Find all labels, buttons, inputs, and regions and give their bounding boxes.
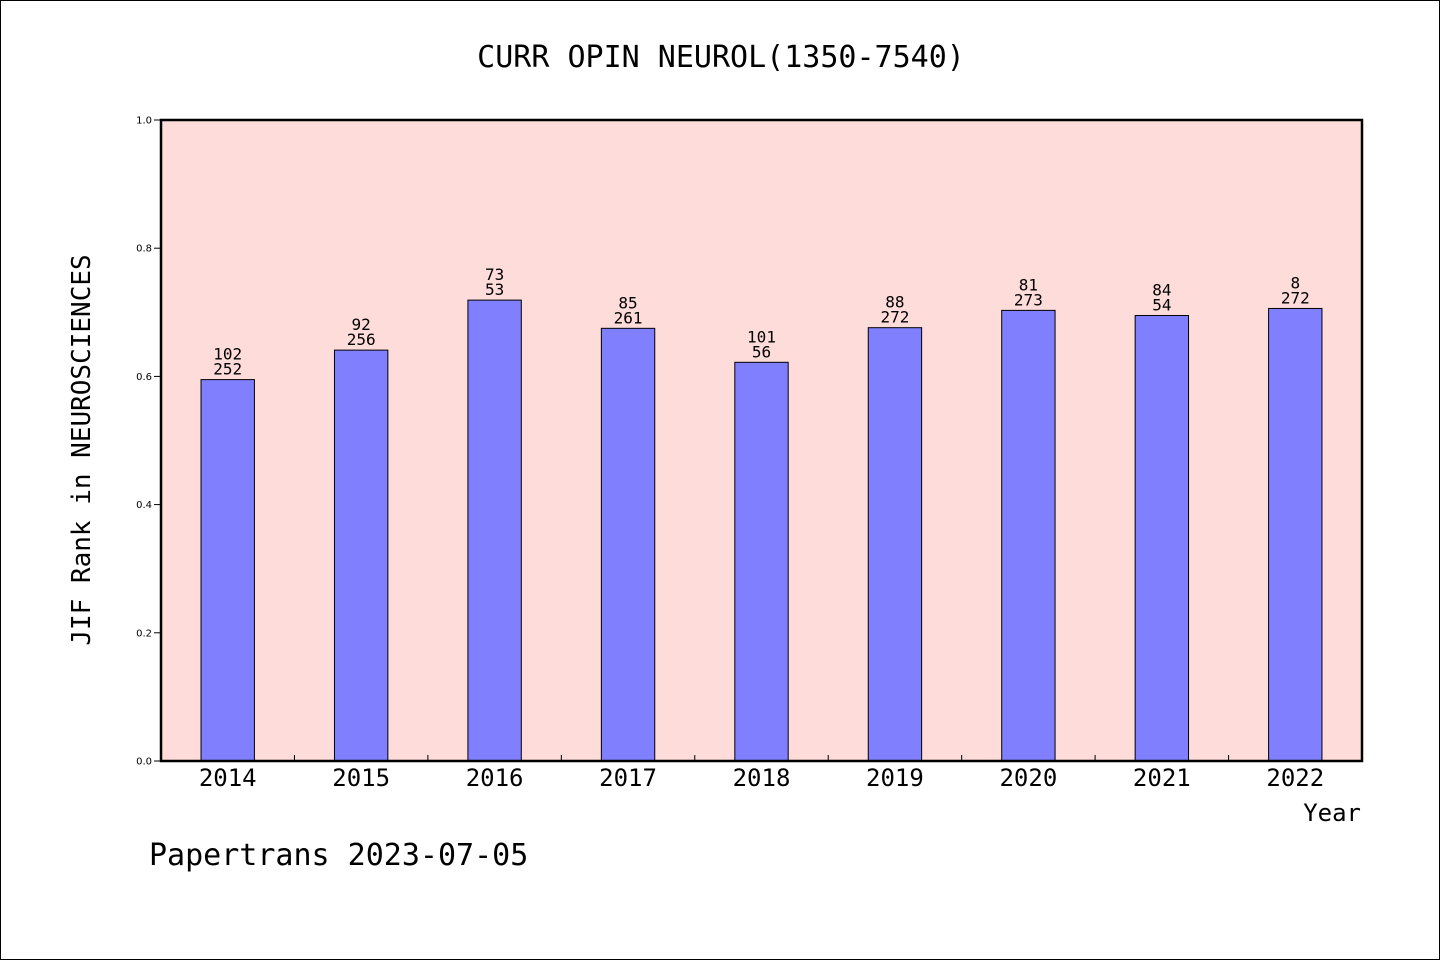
bar-label-total: 256 xyxy=(347,330,376,349)
bar xyxy=(467,299,522,762)
x-tick-label: 2018 xyxy=(733,764,791,792)
bar-label-rank: 85 xyxy=(618,293,637,312)
y-tick-label: 0.0 xyxy=(136,757,152,768)
bar-label-total: 261 xyxy=(614,308,643,327)
bar-label-total: 54 xyxy=(1152,296,1171,315)
x-tick-label: 2015 xyxy=(332,764,390,792)
bar-label-total: 272 xyxy=(880,308,909,327)
bar-label-rank: 102 xyxy=(213,345,242,364)
bar-label-rank: 73 xyxy=(485,265,504,284)
bar-label-rank: 81 xyxy=(1019,275,1038,294)
bar xyxy=(1134,315,1190,762)
y-tick-label: 0.2 xyxy=(136,628,152,639)
bar xyxy=(600,327,656,762)
y-tick-label: 0.6 xyxy=(136,372,152,383)
chart-title: CURR OPIN NEUROL(1350-7540) xyxy=(477,40,965,75)
bar xyxy=(200,379,255,762)
bar xyxy=(1001,309,1056,762)
bar xyxy=(734,361,789,762)
y-axis: 0.0 0.2 0.4 0.6 0.8 1.0 xyxy=(136,116,161,768)
x-tick-label: 2020 xyxy=(999,764,1057,792)
bar-label-rank: 101 xyxy=(747,327,776,346)
x-tick-label: 2014 xyxy=(199,764,257,792)
bars-group: 1022529225673538526110156882728127384548… xyxy=(200,265,1323,762)
x-tick-label: 2019 xyxy=(866,764,924,792)
x-tick-label: 2017 xyxy=(599,764,657,792)
bar-label-total: 56 xyxy=(752,342,771,361)
bar-label-total: 252 xyxy=(213,360,242,379)
y-tick-label: 1.0 xyxy=(136,116,152,127)
bar-label-total: 272 xyxy=(1281,288,1310,307)
bar xyxy=(867,327,923,762)
bar-label-total: 273 xyxy=(1014,290,1043,309)
x-tick-label: 2021 xyxy=(1133,764,1191,792)
bar-label-rank: 92 xyxy=(352,315,371,334)
plot-border xyxy=(159,118,1364,763)
x-tick-label: 2016 xyxy=(466,764,524,792)
bar-label-total: 53 xyxy=(485,280,504,299)
y-axis-label: JIF Rank in NEUROSCIENCES xyxy=(67,254,97,645)
y-tick-label: 0.4 xyxy=(136,500,152,511)
x-axis-label: Year xyxy=(1303,799,1361,827)
bar xyxy=(1268,307,1323,762)
x-axis: 2014 2015 2016 2017 2018 2019 2020 2021 2022 xyxy=(199,755,1324,792)
bar-label-rank: 84 xyxy=(1152,281,1171,300)
footer-credit: Papertrans 2023-07-05 xyxy=(149,838,528,873)
bar-label-rank: 8 xyxy=(1290,273,1300,292)
bar xyxy=(333,349,389,762)
x-tick-label: 2022 xyxy=(1266,764,1324,792)
bar-label-rank: 88 xyxy=(885,293,904,312)
y-tick-label: 0.8 xyxy=(136,244,152,255)
